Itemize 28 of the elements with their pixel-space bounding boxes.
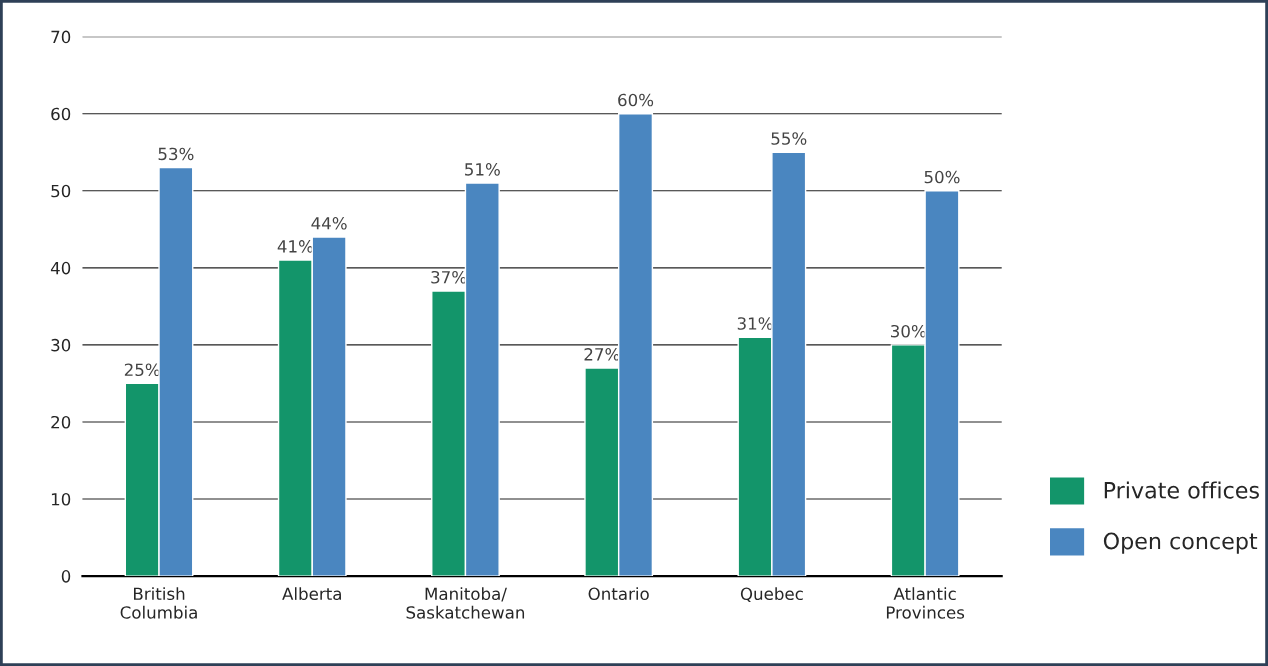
x-tick-label: Quebec bbox=[740, 587, 803, 603]
data-label: 53% bbox=[158, 147, 194, 161]
y-tick-label: 20 bbox=[51, 415, 71, 429]
y-tick-label: 10 bbox=[51, 492, 71, 506]
legend-label: Private offices bbox=[1104, 481, 1259, 499]
data-label: 55% bbox=[771, 132, 807, 145]
data-label: 41% bbox=[277, 240, 313, 253]
data-label: 27% bbox=[584, 348, 620, 361]
y-tick-label: 30 bbox=[51, 338, 71, 352]
data-label: 44% bbox=[311, 217, 347, 230]
data-label: 37% bbox=[431, 270, 467, 284]
x-tick-label: Alberta bbox=[282, 587, 341, 601]
x-tick-label: Atlantic Provinces bbox=[886, 587, 965, 619]
legend-label: Open concept bbox=[1103, 532, 1258, 554]
y-tick-label: 40 bbox=[50, 261, 71, 275]
x-tick-label: British Columbia bbox=[120, 587, 197, 619]
y-tick-label: 60 bbox=[51, 107, 71, 121]
y-tick-label: 70 bbox=[51, 30, 71, 44]
data-label: 60% bbox=[618, 93, 654, 107]
data-label: 51% bbox=[465, 163, 500, 176]
x-tick-label: Ontario bbox=[588, 587, 649, 601]
y-tick-label: 0 bbox=[61, 570, 71, 583]
data-label: 31% bbox=[737, 317, 773, 330]
data-label: 50% bbox=[924, 170, 960, 184]
data-label: 25% bbox=[124, 363, 160, 377]
x-tick-label: Manitoba/ Saskatchewan bbox=[406, 587, 525, 619]
y-tick-label: 50 bbox=[51, 184, 71, 198]
data-label: 30% bbox=[891, 324, 926, 338]
